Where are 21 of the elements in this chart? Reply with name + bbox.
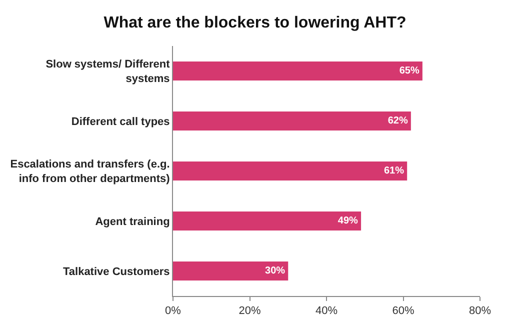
y-tick-label: Talkative Customers [63,266,170,278]
chart-title: What are the blockers to lowering AHT? [104,14,406,32]
bar [173,162,408,180]
y-tick-label: Slow systems/ Different systems [46,58,170,85]
x-tick-label: 20% [238,305,261,318]
data-label: 61% [384,166,404,176]
y-tick-label: Escalations and transfers (e.g. info from other departments) [10,158,170,185]
x-tick-label: 40% [315,305,338,318]
bar [173,112,411,130]
y-tick-label: Agent training [95,216,170,228]
data-label: 65% [399,66,420,76]
x-tick-label: 60% [392,305,414,318]
data-label: 62% [388,116,408,126]
data-label: 30% [265,266,286,276]
y-tick-label: Different call types [71,116,170,128]
bar [173,262,288,280]
data-label: 49% [338,216,358,226]
x-tick-label: 0% [165,305,182,318]
x-tick-label: 80% [468,305,492,318]
bar [173,212,362,230]
bar [173,62,422,80]
